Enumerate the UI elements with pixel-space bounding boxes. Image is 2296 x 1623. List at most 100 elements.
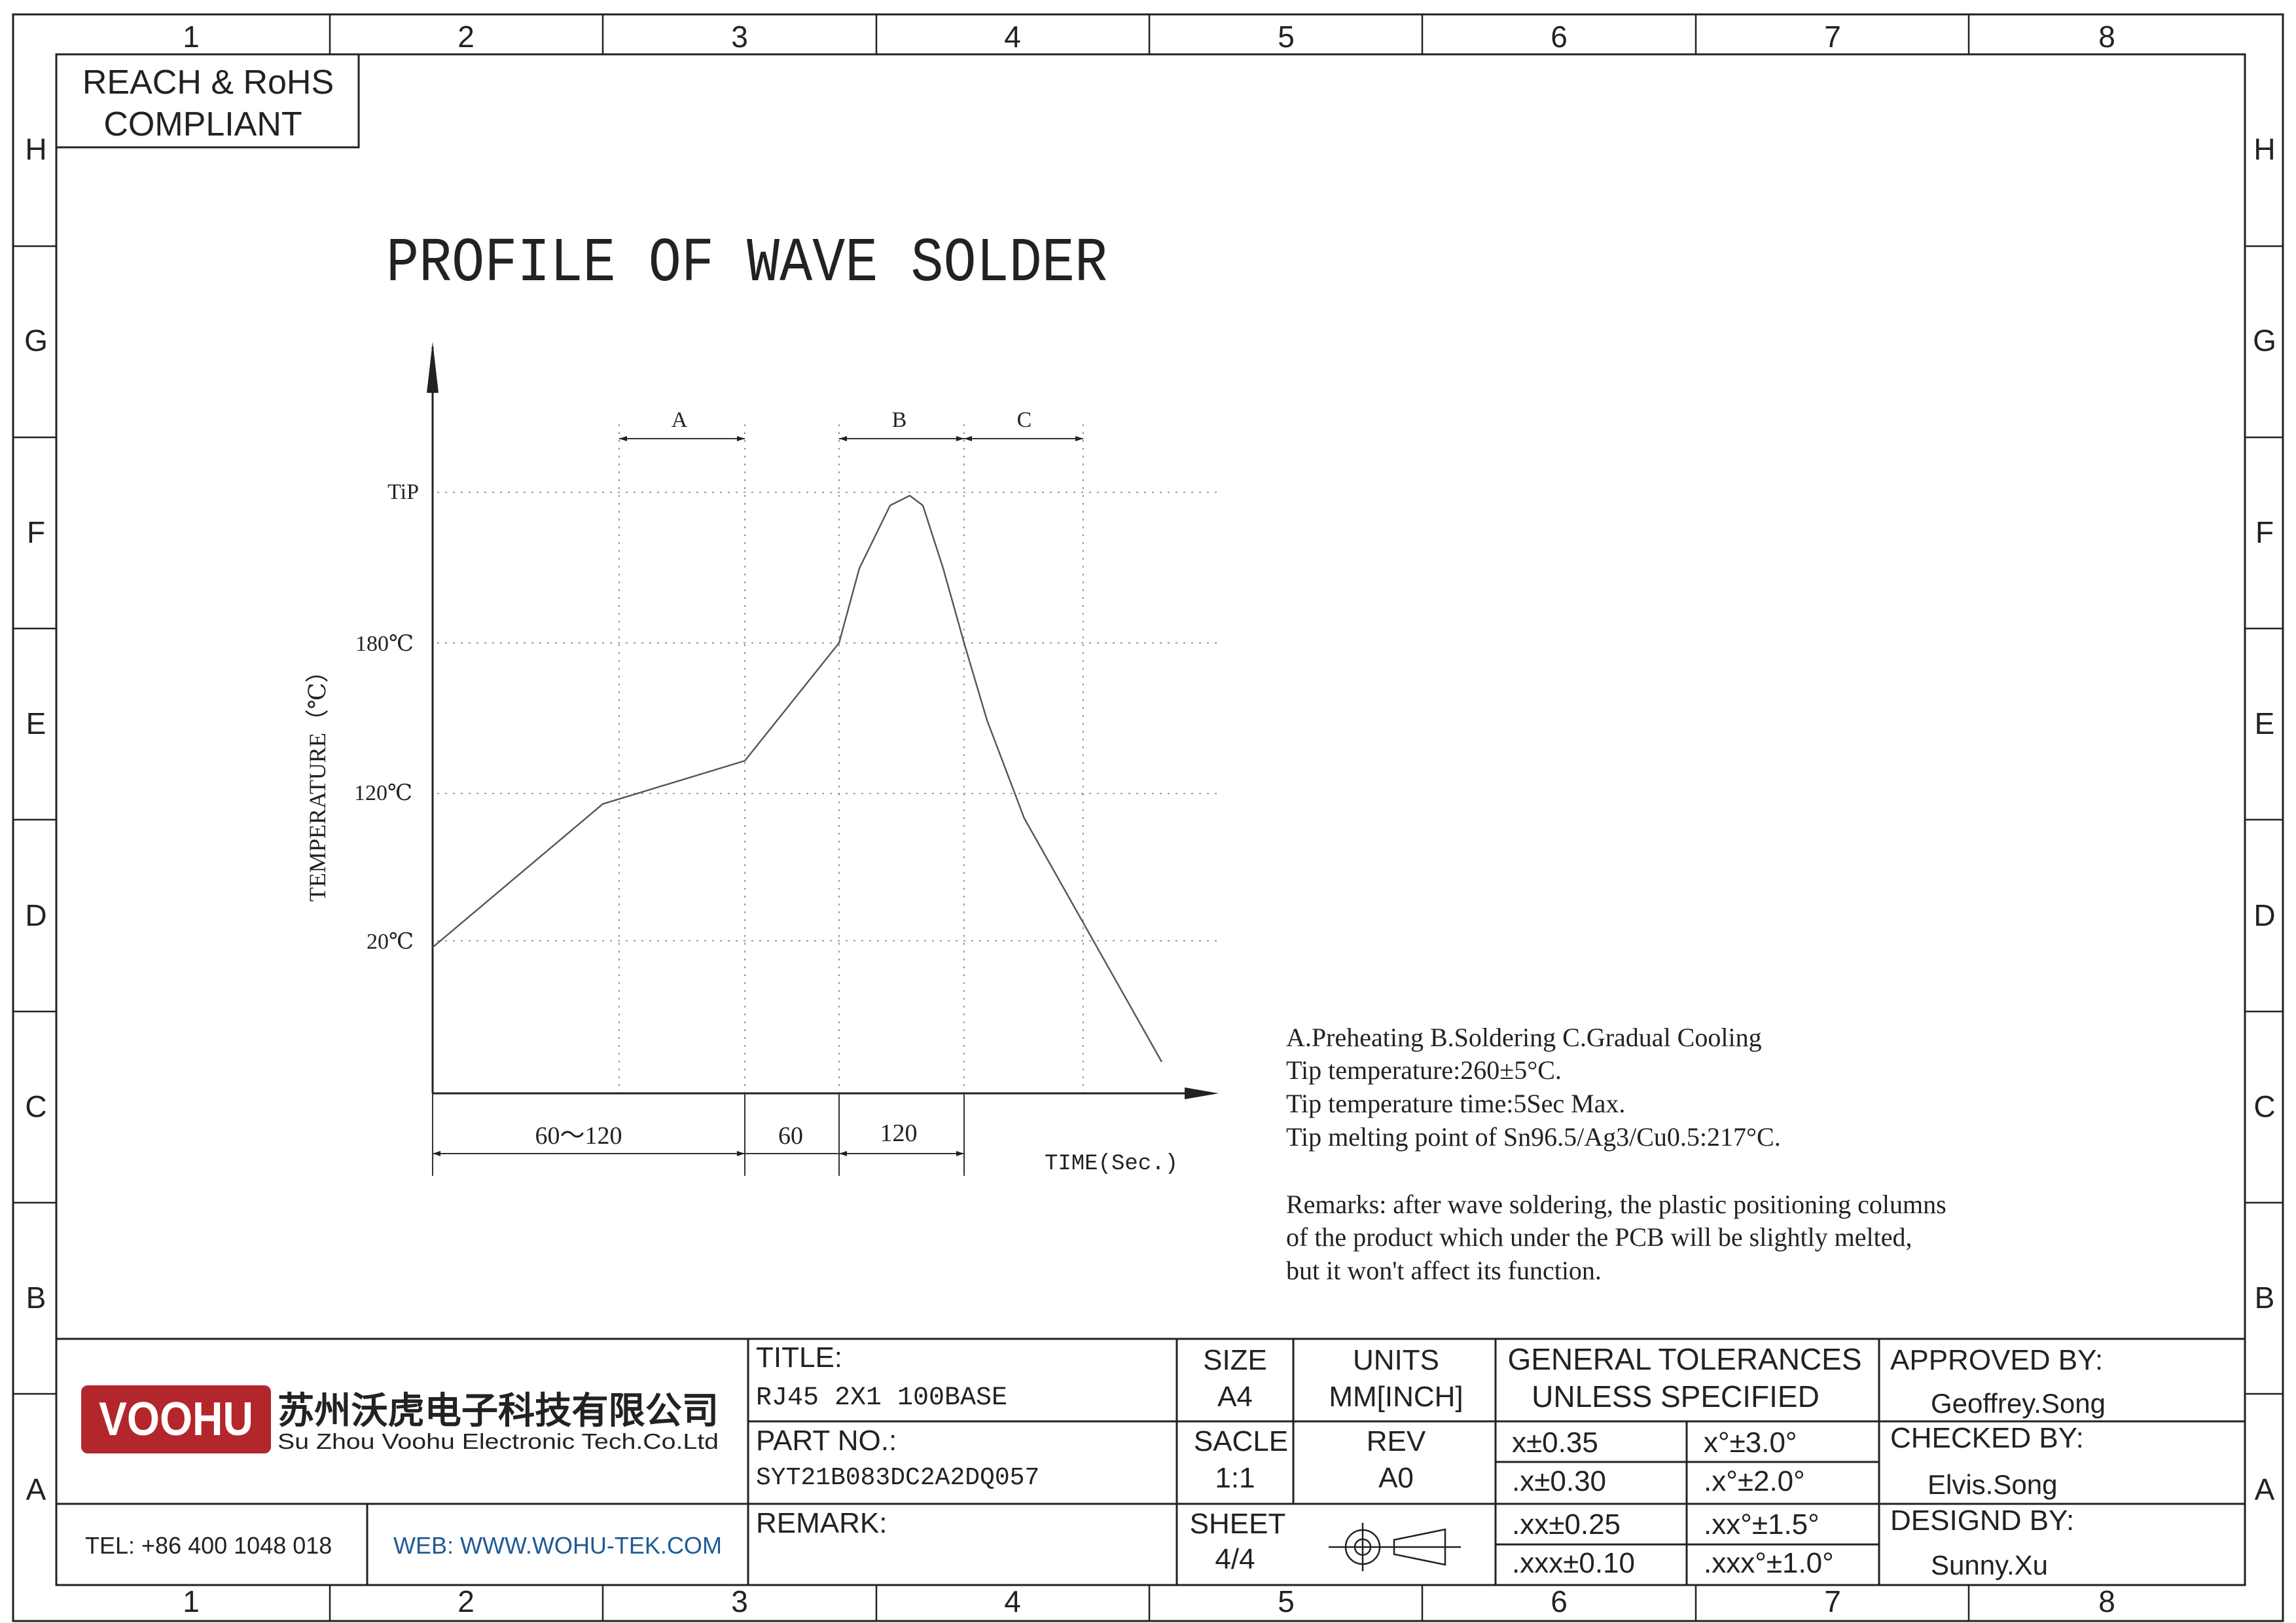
zone-label-b: B: [892, 408, 907, 432]
row-label: A: [2255, 1472, 2275, 1506]
scale-label: SACLE: [1194, 1425, 1288, 1457]
column-label: 3: [731, 1584, 748, 1618]
span-label: 60～120: [535, 1122, 622, 1150]
tolerance-angular: x°±3.0°: [1704, 1427, 1797, 1459]
outer-border: [12, 13, 2284, 1622]
span-label: 60: [778, 1122, 803, 1150]
zone-markers: A B C: [619, 408, 1083, 441]
y-axis-arrowhead: [427, 342, 439, 393]
row-label: G: [2253, 323, 2276, 357]
note-line: Tip melting point of Sn96.5/Ag3/Cu0.5:21…: [1286, 1122, 1781, 1152]
vertical-guides: [619, 424, 1084, 1093]
compliance-box: REACH & RoHS COMPLIANT: [55, 53, 360, 149]
tolerances-title-line-1: GENERAL TOLERANCES: [1507, 1342, 1861, 1376]
page-title: PROFILE OF WAVE SOLDER: [386, 228, 1107, 299]
column-label: 1: [183, 20, 200, 54]
company-name-en: Su Zhou Voohu Electronic Tech.Co.Ltd: [278, 1429, 719, 1453]
row-label: H: [25, 132, 46, 166]
column-label: 6: [1551, 1584, 1568, 1618]
size-label: SIZE: [1203, 1344, 1267, 1376]
column-label: 7: [1824, 20, 1841, 54]
column-label: 2: [457, 1584, 475, 1618]
column-label: 8: [2098, 1584, 2115, 1618]
y-tick-label: 120℃: [354, 781, 412, 805]
row-label: C: [2253, 1089, 2275, 1123]
border-row-dividers: [13, 245, 2283, 1395]
remark-line: Remarks: after wave soldering, the plast…: [1286, 1190, 1946, 1219]
sheet-label: SHEET: [1190, 1508, 1286, 1540]
units-value: MM[INCH]: [1329, 1381, 1463, 1413]
row-label: H: [2253, 132, 2275, 166]
process-notes: A.Preheating B.Soldering C.Gradual Cooli…: [1286, 1023, 1781, 1152]
border-row-labels-left: H G F E D C B A: [24, 132, 48, 1506]
y-tick-label: 20℃: [367, 930, 414, 954]
projection-symbol-icon: [1329, 1523, 1461, 1571]
span-label: 120: [880, 1120, 918, 1147]
title-label: TITLE:: [756, 1341, 842, 1374]
note-line: A.Preheating B.Soldering C.Gradual Cooli…: [1286, 1023, 1762, 1052]
border-column-labels-top: 1 2 3 4 5 6 7 8: [183, 20, 2115, 54]
company-name-cn: 苏州沃虎电子科技有限公司: [278, 1390, 719, 1431]
size-value: A4: [1217, 1381, 1253, 1413]
time-dimensions: 60～120 60 120: [432, 1093, 965, 1176]
remark-label: REMARK:: [756, 1507, 887, 1539]
tolerance-angular: .x°±2.0°: [1704, 1465, 1805, 1497]
column-label: 4: [1004, 1584, 1021, 1618]
designed-by-value: Sunny.Xu: [1931, 1550, 2048, 1580]
y-tick-label: TiP: [387, 480, 419, 504]
company-logo: VOOHU: [81, 1385, 271, 1453]
compliance-line-1: REACH & RoHS: [82, 64, 334, 101]
remark-line: but it won't affect its function.: [1286, 1256, 1602, 1285]
title-value: RJ45 2X1 100BASE: [756, 1383, 1007, 1413]
revision-label: REV: [1367, 1425, 1426, 1457]
tolerance-linear: x±0.35: [1512, 1427, 1598, 1459]
column-label: 5: [1278, 20, 1295, 54]
column-label: 4: [1004, 20, 1021, 54]
note-line: Tip temperature:260±5°C.: [1286, 1055, 1562, 1085]
row-label: D: [25, 898, 46, 932]
part-number-value: SYT21B083DC2A2DQ057: [756, 1464, 1039, 1492]
column-label: 2: [457, 20, 475, 54]
row-label: F: [27, 515, 45, 549]
row-label: F: [2255, 515, 2274, 549]
column-label: 7: [1824, 1584, 1841, 1618]
row-label: B: [2255, 1281, 2275, 1315]
row-label: G: [24, 323, 48, 357]
row-label: C: [25, 1089, 46, 1123]
column-label: 1: [183, 1584, 200, 1618]
tolerance-linear: .xxx±0.10: [1512, 1547, 1635, 1579]
checked-by-label: CHECKED BY:: [1890, 1422, 2084, 1454]
units-label: UNITS: [1353, 1344, 1439, 1376]
compliance-line-2: COMPLIANT: [103, 105, 302, 143]
row-label: D: [2253, 898, 2275, 932]
zone-label-a: A: [672, 408, 688, 432]
tolerances-title-line-2: UNLESS SPECIFIED: [1532, 1379, 1820, 1413]
contact-website: WEB: WWW.WOHU-TEK.COM: [393, 1532, 722, 1559]
row-label: E: [2255, 706, 2275, 740]
y-tick-label: 180℃: [355, 632, 414, 656]
sheet-value: 4/4: [1215, 1543, 1255, 1575]
note-line: Tip temperature time:5Sec Max.: [1286, 1089, 1625, 1118]
x-axis-arrowhead: [1185, 1087, 1219, 1099]
wave-solder-profile: TiP 180℃ 120℃ 20℃ TEMPERATURE（℃） A B C 6…: [304, 342, 1221, 1176]
border-column-labels-bottom: 1 2 3 4 5 6 7 8: [183, 1584, 2115, 1618]
column-label: 8: [2098, 20, 2115, 54]
row-label: A: [26, 1472, 46, 1506]
checked-by-value: Elvis.Song: [1928, 1469, 2057, 1500]
approved-by-value: Geoffrey.Song: [1931, 1388, 2106, 1419]
x-axis-label: TIME(Sec.): [1045, 1152, 1178, 1176]
tolerance-angular: .xx°±1.5°: [1704, 1508, 1820, 1541]
contact-phone: TEL: +86 400 1048 018: [85, 1532, 332, 1559]
designed-by-label: DESIGND BY:: [1890, 1504, 2074, 1537]
remark-line: of the product which under the PCB will …: [1286, 1222, 1912, 1252]
zone-label-c: C: [1017, 408, 1032, 432]
revision-value: A0: [1378, 1462, 1414, 1494]
border-row-labels-right: H G F E D C B A: [2253, 132, 2276, 1506]
row-label: B: [26, 1281, 46, 1315]
column-label: 6: [1551, 20, 1568, 54]
border-column-dividers: [329, 14, 1970, 1621]
tolerance-linear: .x±0.30: [1512, 1465, 1606, 1497]
tolerance-linear: .xx±0.25: [1512, 1508, 1621, 1541]
tolerance-angular: .xxx°±1.0°: [1704, 1547, 1834, 1579]
